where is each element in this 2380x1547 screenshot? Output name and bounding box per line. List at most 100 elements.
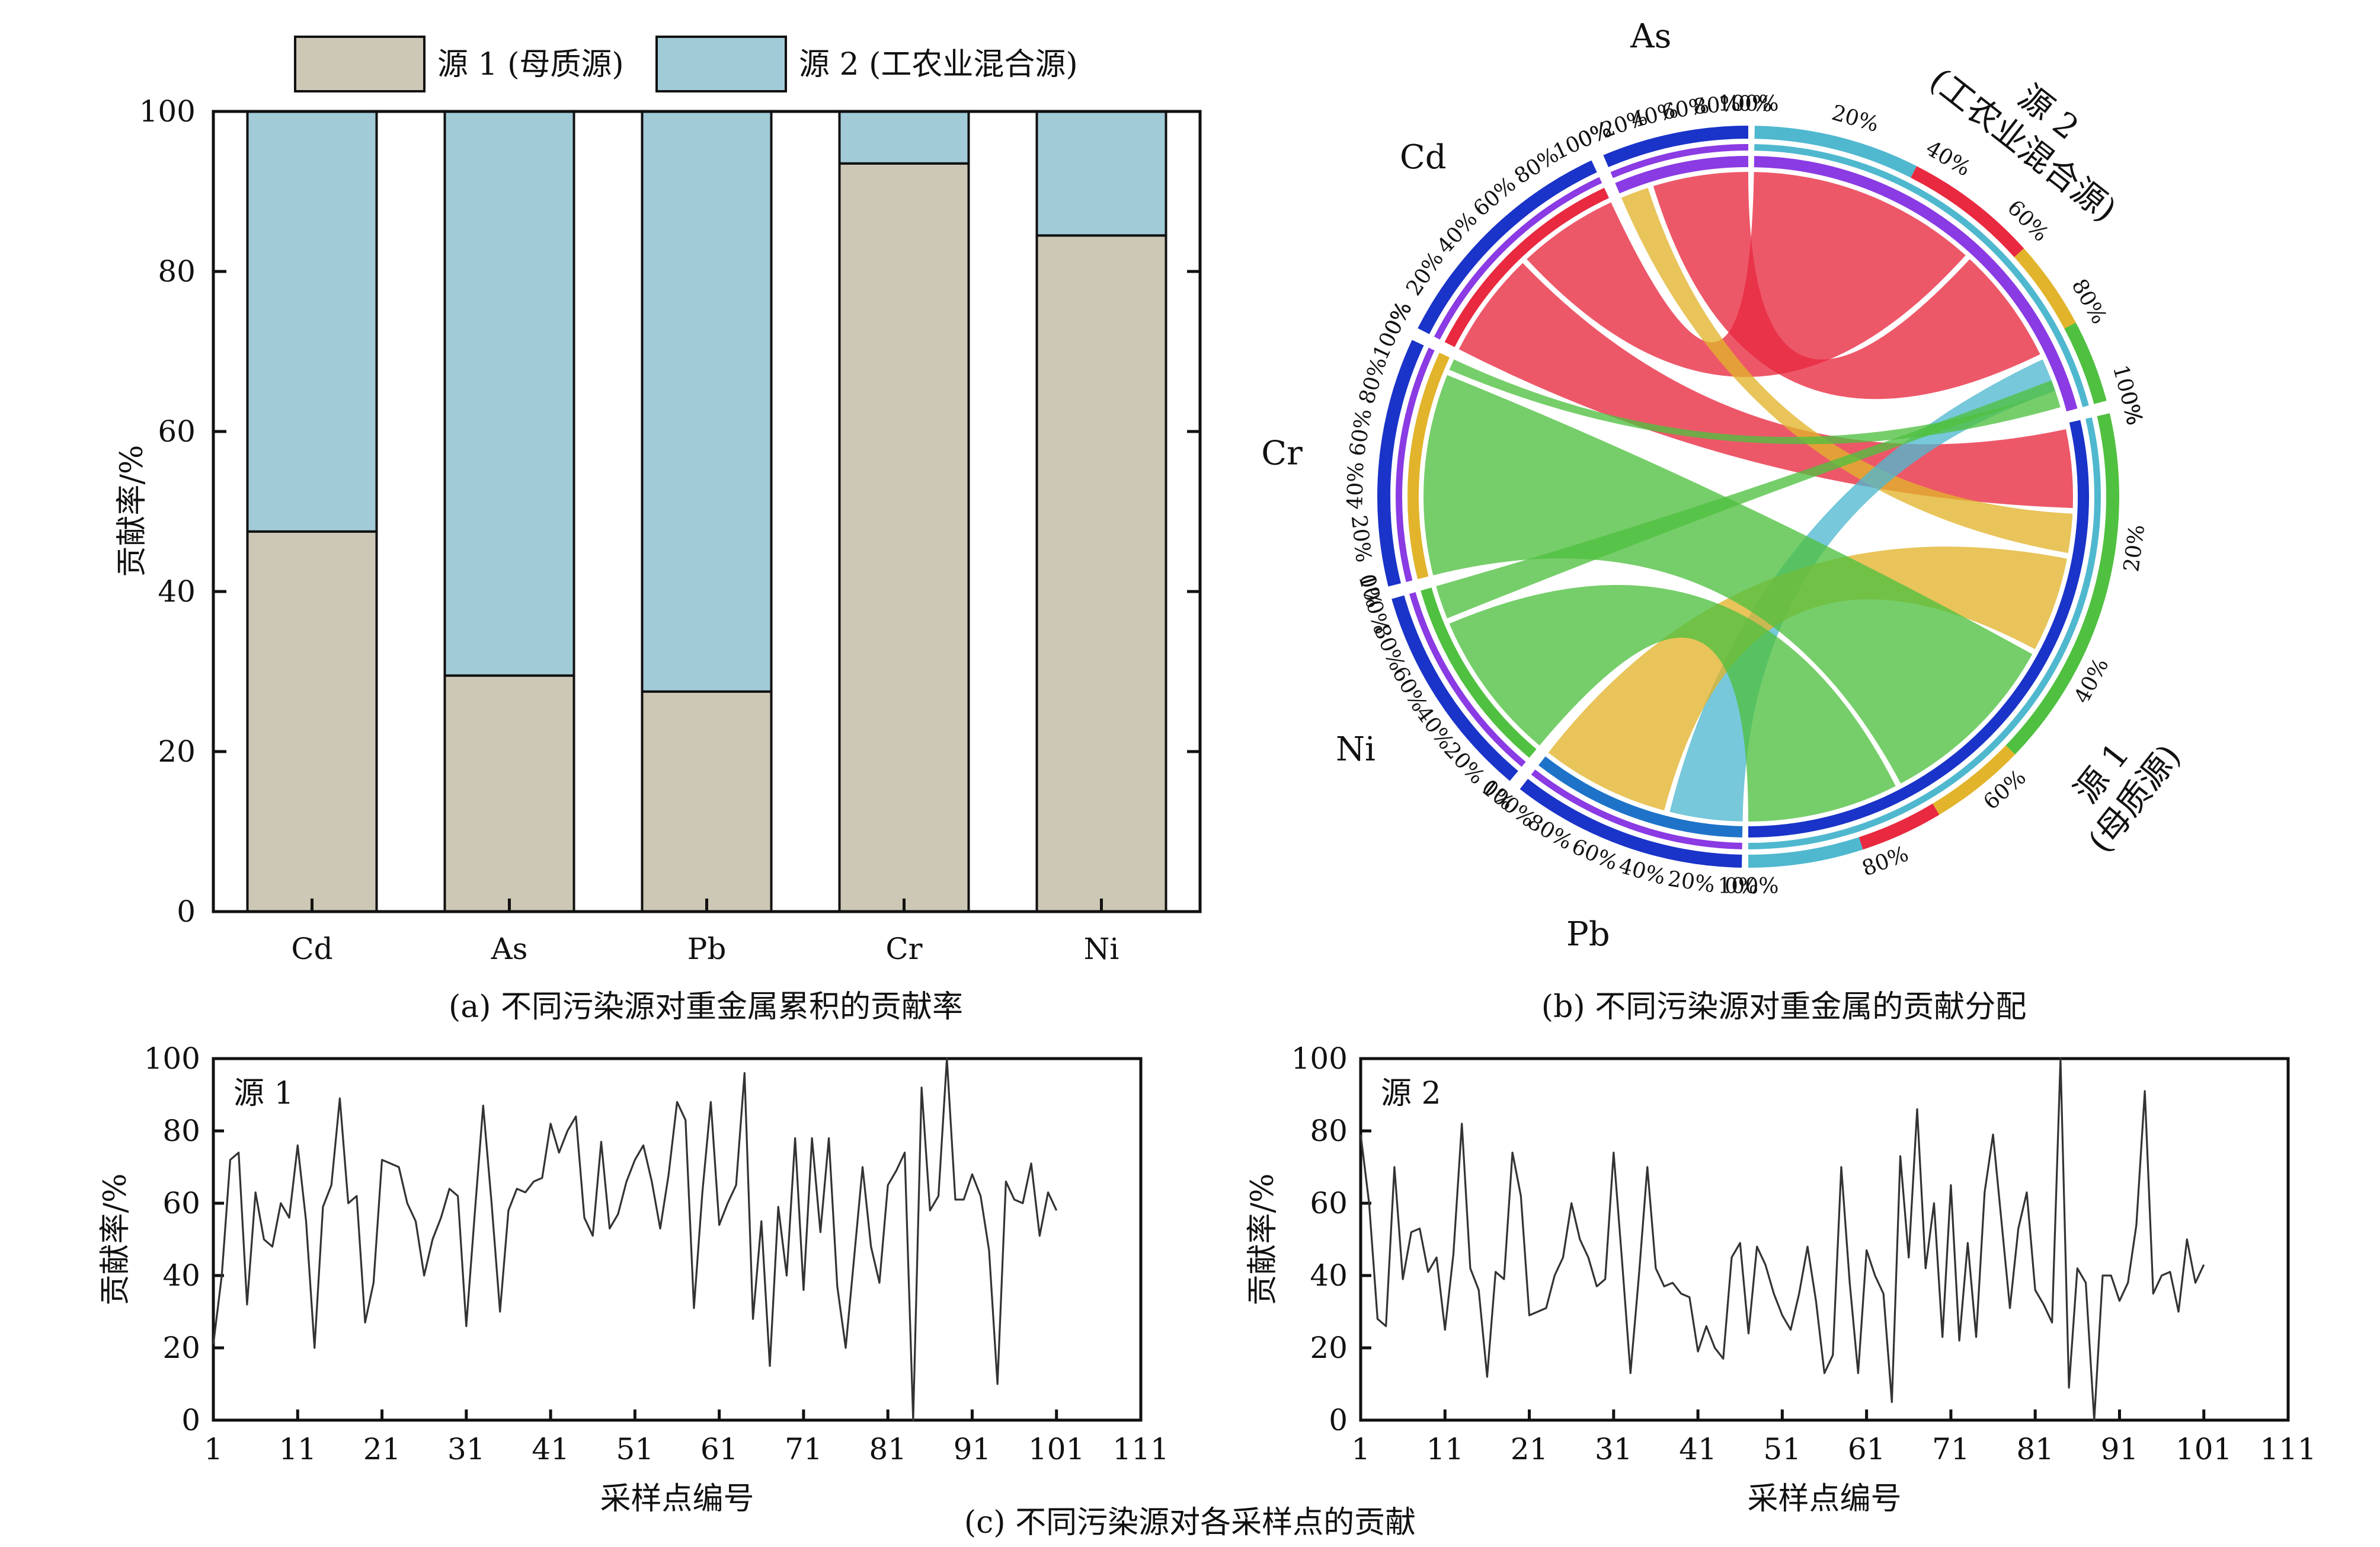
x-tick-label: 111: [2260, 1432, 2316, 1466]
outer-ring-as-0: [1603, 126, 1748, 168]
ribbon-pb-5: [1548, 546, 2067, 811]
middle-ring-cr: [1396, 347, 1435, 582]
legend-swatch-source-2: [655, 36, 787, 92]
x-tick-label: Cr: [885, 932, 922, 966]
bar-source-2-as: [443, 110, 575, 677]
sector-label-as: As: [1630, 17, 1671, 56]
percent-tick-cr: 40%: [1343, 462, 1368, 510]
percent-tick-pb: 40%: [1616, 854, 1668, 890]
x-tick-label: 61: [1848, 1432, 1886, 1466]
y-tick-label: 60: [158, 414, 196, 449]
x-tick-label: 61: [700, 1432, 738, 1466]
x-tick-label: 31: [1595, 1432, 1633, 1466]
y-axis-label: 贡献率/%: [1245, 1174, 1281, 1306]
percent-tick-cr: 80%: [1355, 354, 1392, 407]
bar-source-2-ni: [1035, 110, 1167, 237]
y-axis-label: 贡献率/%: [114, 445, 150, 577]
y-axis-label: 贡献率/%: [98, 1174, 133, 1306]
percent-tick-pb: 0%: [1725, 874, 1759, 899]
x-tick-label: 21: [363, 1432, 401, 1466]
ribbon-cd-0: [1527, 172, 1966, 378]
bar-source-1-cr: [838, 162, 970, 913]
y-tick-label: 20: [158, 734, 196, 769]
x-axis: Cd As Pb Cr Ni: [291, 899, 1119, 966]
bar-source-1-as: [443, 674, 575, 913]
stacked-bar-chart: 源 1 (母质源) 源 2 (工农业混合源) 0 20 40 60 80 100 Cd As…: [114, 36, 1202, 1025]
outer-ring-src1-2: [1858, 803, 1940, 850]
ribbon-as-3: [1621, 187, 2073, 554]
x-tick-label: 41: [1679, 1432, 1717, 1466]
x-tick-label: 41: [532, 1432, 570, 1466]
x-tick-label: 21: [1511, 1432, 1549, 1466]
bar-source-2-cd: [246, 110, 378, 533]
y-tick-label: 100: [139, 94, 196, 129]
x-tick-label: 1: [1351, 1432, 1370, 1466]
data-line: [1359, 1057, 2205, 1421]
plot-frame: [212, 1057, 1143, 1422]
x-tick-label: 1: [204, 1432, 223, 1466]
percent-tick-pb: 20%: [1666, 867, 1716, 897]
percent-tick-cr: 60%: [1345, 407, 1377, 458]
percent-tick-cr: 0%: [1354, 571, 1386, 610]
y-tick-label: 0: [177, 894, 196, 929]
x-tick-label: 91: [954, 1432, 991, 1466]
inner-ring-ni: [1421, 587, 1537, 758]
y-tick-label: 0: [1329, 1403, 1348, 1437]
chord-diagram: 0% 20%40%60%80%100%0%20%40%60%80%100%0%20…: [1261, 17, 2189, 1025]
y-axis: 0 20 40 60 80 100: [139, 94, 1200, 929]
x-tick-label: 51: [616, 1432, 654, 1466]
ribbon-ni-9: [1449, 584, 1896, 822]
x-axis-label: 采样点编号: [1747, 1481, 1901, 1517]
outer-ring-src2-0: [1754, 126, 1917, 178]
panel-title: 源 2: [1381, 1076, 1441, 1111]
y-tick-label: 60: [1310, 1186, 1348, 1220]
outer-ring-cd-0: [1418, 160, 1597, 334]
caption-b: (b) 不同污染源对重金属的贡献分配: [1541, 989, 2026, 1025]
percent-tick-src2: 0%: [1738, 92, 1773, 117]
x-tick-label: 81: [2016, 1432, 2054, 1466]
x-tick-label: 31: [447, 1432, 485, 1466]
x-tick-label: 101: [1028, 1432, 1085, 1466]
sector-label-group-源1: 源 1(母质源): [2067, 736, 2189, 860]
outer-ring-cr-0: [1377, 340, 1424, 587]
bar-source-1-ni: [1035, 234, 1167, 913]
x-tick-label: 101: [2176, 1432, 2232, 1466]
outer-ring-src2-3: [2064, 322, 2107, 404]
inner-ring-cr: [1407, 352, 1450, 580]
panel-title: 源 1: [233, 1076, 294, 1111]
x-tick-label: 51: [1764, 1432, 1802, 1466]
outer-ring-src1-1: [1933, 745, 2016, 815]
y-tick-label: 80: [1310, 1114, 1348, 1148]
ribbon-as-2: [1653, 172, 2040, 399]
y-tick-label: 40: [1310, 1258, 1348, 1293]
percent-tick-src1: 100%: [1718, 874, 1779, 899]
outer-ring-pb-0: [1520, 778, 1742, 868]
bar-source-1-pb: [641, 690, 773, 913]
x-tick-label: 71: [1932, 1432, 1970, 1466]
y-tick-label: 0: [181, 1403, 200, 1437]
legend: 源 1 (母质源) 源 2 (工农业混合源): [294, 36, 1078, 92]
x-tick-label: 71: [785, 1432, 823, 1466]
percent-tick-as: 100%: [1718, 92, 1779, 116]
legend-label-source-2: 源 2 (工农业混合源): [799, 47, 1078, 82]
chord-ribbons: [1423, 172, 2073, 822]
x-tick-label: 11: [279, 1432, 316, 1466]
middle-ring-as: [1610, 144, 1748, 178]
inner-ring-pb: [1538, 756, 1743, 838]
x-tick-label: Pb: [687, 932, 727, 966]
outer-ring-src1-3: [1748, 837, 1863, 868]
y-tick-label: 100: [144, 1041, 200, 1076]
x-tick-label: 91: [2101, 1432, 2139, 1466]
outer-ring-src2-2: [2014, 248, 2076, 329]
middle-ring-ni: [1409, 592, 1526, 767]
x-tick-label: As: [491, 932, 528, 966]
sector-label-cd: Cd: [1400, 138, 1447, 177]
ribbon-cr-7: [1423, 375, 2033, 784]
percent-tick-src1: 0%: [2115, 389, 2147, 428]
x-tick-label: 81: [869, 1432, 907, 1466]
sector-label-cr: Cr: [1261, 434, 1303, 473]
bar-source-2-pb: [641, 110, 773, 693]
y-tick-label: 40: [158, 574, 196, 609]
sector-rings: [1377, 126, 2119, 868]
